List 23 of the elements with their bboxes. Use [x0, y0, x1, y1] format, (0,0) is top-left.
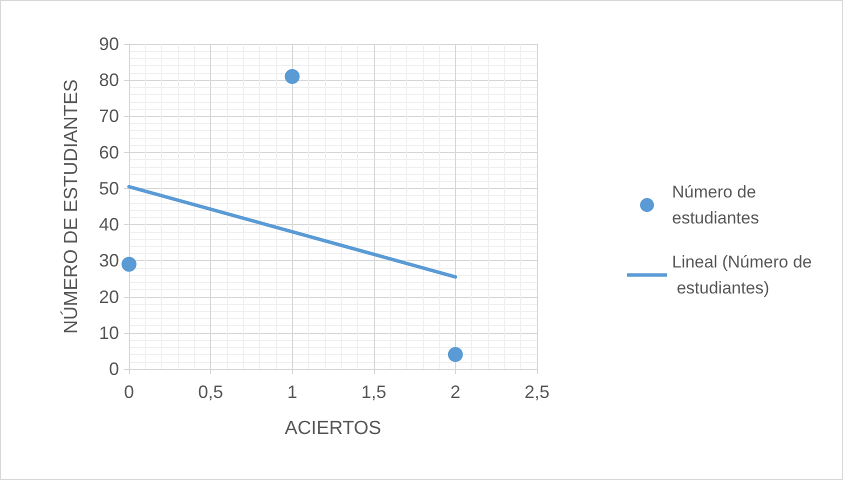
- y-tick-label: 90: [98, 34, 119, 54]
- x-tick-label: 2: [450, 382, 460, 402]
- point: [448, 347, 463, 362]
- legend-label: Lineal (Número de estudiantes): [672, 252, 812, 298]
- legend-label: Número de estudiantes: [672, 182, 761, 228]
- x-tick-label: 2,5: [524, 382, 550, 402]
- y-tick-label: 60: [98, 142, 119, 162]
- x-tick-label: 0: [124, 382, 134, 402]
- y-tick-label: 80: [98, 70, 119, 90]
- x-tick-label: 1,5: [361, 382, 386, 402]
- y-tick-label: 40: [98, 214, 119, 235]
- y-tick-label: 50: [98, 178, 119, 198]
- x-tick-label: 1: [287, 382, 298, 402]
- y-tick-label: 20: [98, 286, 119, 307]
- point: [284, 69, 300, 84]
- y-tick-label: 30: [98, 250, 119, 271]
- y-tick-label: 70: [98, 106, 119, 126]
- x-tick-label: 0,5: [198, 382, 224, 402]
- x-axis-title: ACIERTOS: [284, 418, 382, 439]
- y-tick-label: 10: [98, 322, 119, 343]
- point: [122, 256, 136, 272]
- y-tick-label: 0: [108, 359, 119, 379]
- y-axis-title: NÚMERO DE ESTUDIANTES: [60, 79, 82, 334]
